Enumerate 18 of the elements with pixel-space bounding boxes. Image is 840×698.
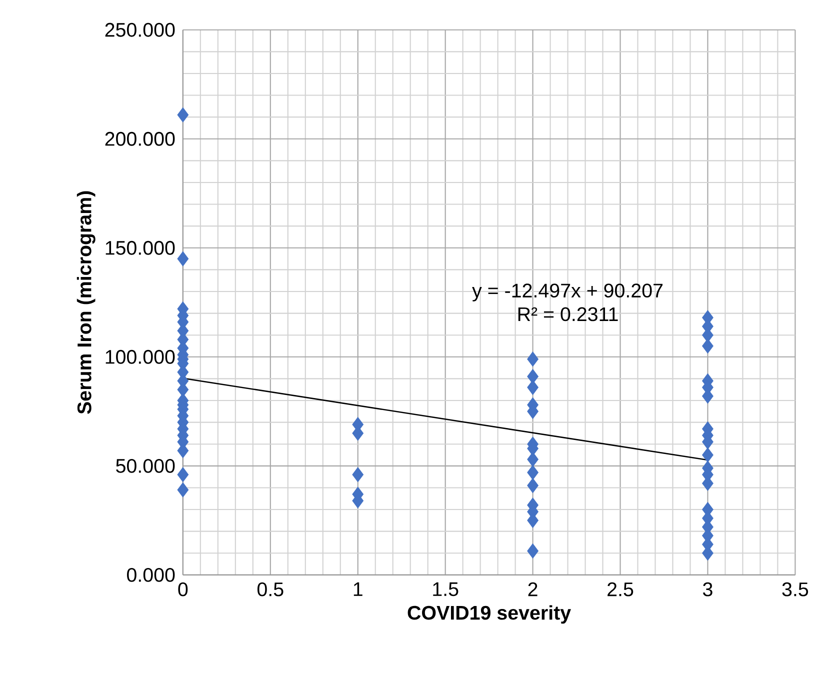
x-tick-label: 1.5 (433, 582, 458, 596)
x-tick-label: 0.5 (257, 582, 284, 596)
y-tick-label: 0.000 (127, 568, 175, 582)
y-tick-label: 250.000 (105, 22, 175, 37)
x-tick-label: 2 (528, 582, 538, 596)
y-tick-label: 50.000 (116, 458, 175, 473)
x-tick-label: 2.5 (608, 582, 634, 596)
x-tick-label: 0 (178, 582, 188, 596)
x-tick-label: 3.5 (782, 582, 808, 596)
annotation: R² = 0.2311 (518, 307, 618, 322)
x-axis-title: COVID19 severity (408, 605, 571, 624)
y-tick-label: 100.000 (106, 350, 175, 364)
y-tick-label: 200.000 (105, 132, 175, 146)
y-axis-title: Serum Iron (microgram) (76, 191, 96, 414)
y-tick-label: 150.000 (106, 240, 175, 255)
annotation: y = -12.497x + 90.207 (472, 284, 663, 302)
x-tick-label: 3 (702, 582, 712, 596)
x-tick-label: 1 (354, 582, 362, 596)
